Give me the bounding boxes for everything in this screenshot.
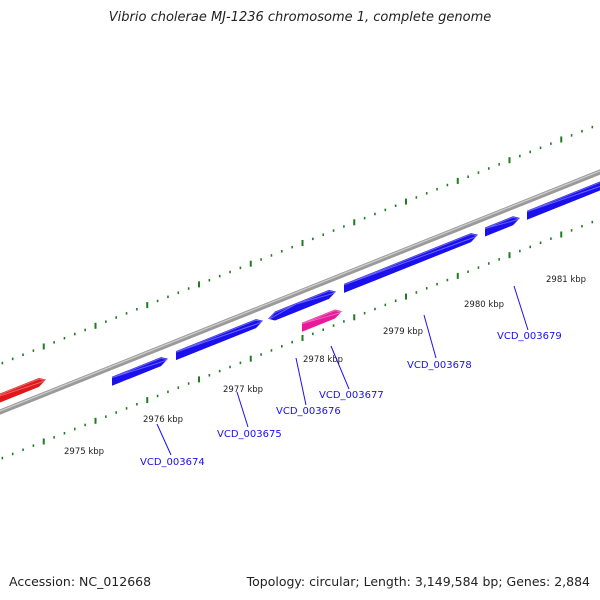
gene-arrow-vcd-003675-body [176, 319, 263, 361]
scale-label-5: 2979 kbp [383, 327, 423, 337]
label-vcd-003679: VCD_003679 [497, 331, 562, 342]
gene-arrow-unlabeled [295, 289, 338, 313]
gene-arrow-short [267, 303, 297, 321]
gene-arrow-vcd-003679-body [485, 216, 520, 237]
leader-vcd-003677 [330, 345, 350, 390]
label-vcd-003676: VCD_003676 [276, 406, 341, 417]
backbone [0, 169, 600, 415]
gene-arrow-vcd-003674 [111, 357, 170, 386]
leader-vcd-003674 [156, 423, 172, 456]
scale-labels: 2975 kbp 2976 kbp 2977 kbp 2978 kbp 2979 kbp… [64, 275, 586, 457]
leader-vcd-003678 [423, 314, 437, 359]
gene-arrow-vcd-003678-shine [343, 233, 480, 286]
gene-arrow-red [0, 377, 48, 403]
label-vcd-003675: VCD_003675 [217, 429, 282, 440]
gene-arrow-right-edge-shine [526, 181, 600, 213]
map-title: Vibrio cholerae MJ-1236 chromosome 1, co… [108, 10, 492, 25]
scale-label-4: 2978 kbp [303, 355, 343, 365]
gene-labels: VCD_003674 VCD_003675 VCD_003676 VCD_003677… [140, 285, 562, 468]
scale-label-3: 2977 kbp [223, 385, 263, 395]
scale-label-7: 2981 kbp [546, 275, 586, 285]
gene-arrow-red-body [0, 377, 46, 403]
gene-arrow-vcd-003678 [343, 233, 480, 293]
gene-arrow-vcd-003675-shine [175, 319, 265, 353]
gene-arrow-right-edge-body [527, 181, 600, 220]
scale-label-2: 2976 kbp [143, 415, 183, 425]
gene-arrow-vcd-003675 [175, 319, 265, 361]
gene-arrow-unlabeled-body [296, 289, 336, 313]
gene-arrow-vcd-003678-body [344, 233, 478, 293]
backbone-outer [0, 169, 600, 415]
gene-arrow-vcd-003677 [301, 309, 344, 332]
gene-arrow-vcd-003677-body [302, 309, 342, 332]
gene-arrow-red-shine [0, 378, 48, 397]
backbone-highlight [0, 170, 600, 412]
gene-arrow-vcd-003674-shine [111, 357, 170, 379]
scale-label-6: 2980 kbp [464, 300, 504, 310]
genome-summary-text: Topology: circular; Length: 3,149,584 bp… [246, 574, 590, 589]
tick-marks [1, 125, 594, 460]
scale-label-1: 2975 kbp [64, 447, 104, 457]
gene-arrow-vcd-003679 [484, 216, 521, 237]
gene-arrow-vcd-003679-shine [484, 216, 521, 229]
gene-features [0, 181, 600, 403]
gene-arrow-right-edge [526, 181, 600, 220]
leader-vcd-003679 [513, 285, 529, 331]
label-vcd-003678: VCD_003678 [407, 360, 472, 371]
label-vcd-003677: VCD_003677 [319, 390, 384, 401]
gene-arrow-short-shine [267, 303, 297, 321]
leader-vcd-003675 [236, 391, 249, 428]
accession-text: Accession: NC_012668 [9, 574, 152, 589]
gene-arrow-vcd-003674-body [112, 357, 168, 386]
gene-arrow-unlabeled-shine [295, 290, 338, 305]
leader-vcd-003676 [295, 357, 307, 406]
gene-arrow-short-body [268, 303, 296, 321]
label-vcd-003674: VCD_003674 [140, 457, 205, 468]
gene-arrow-vcd-003677-shine [301, 309, 344, 325]
